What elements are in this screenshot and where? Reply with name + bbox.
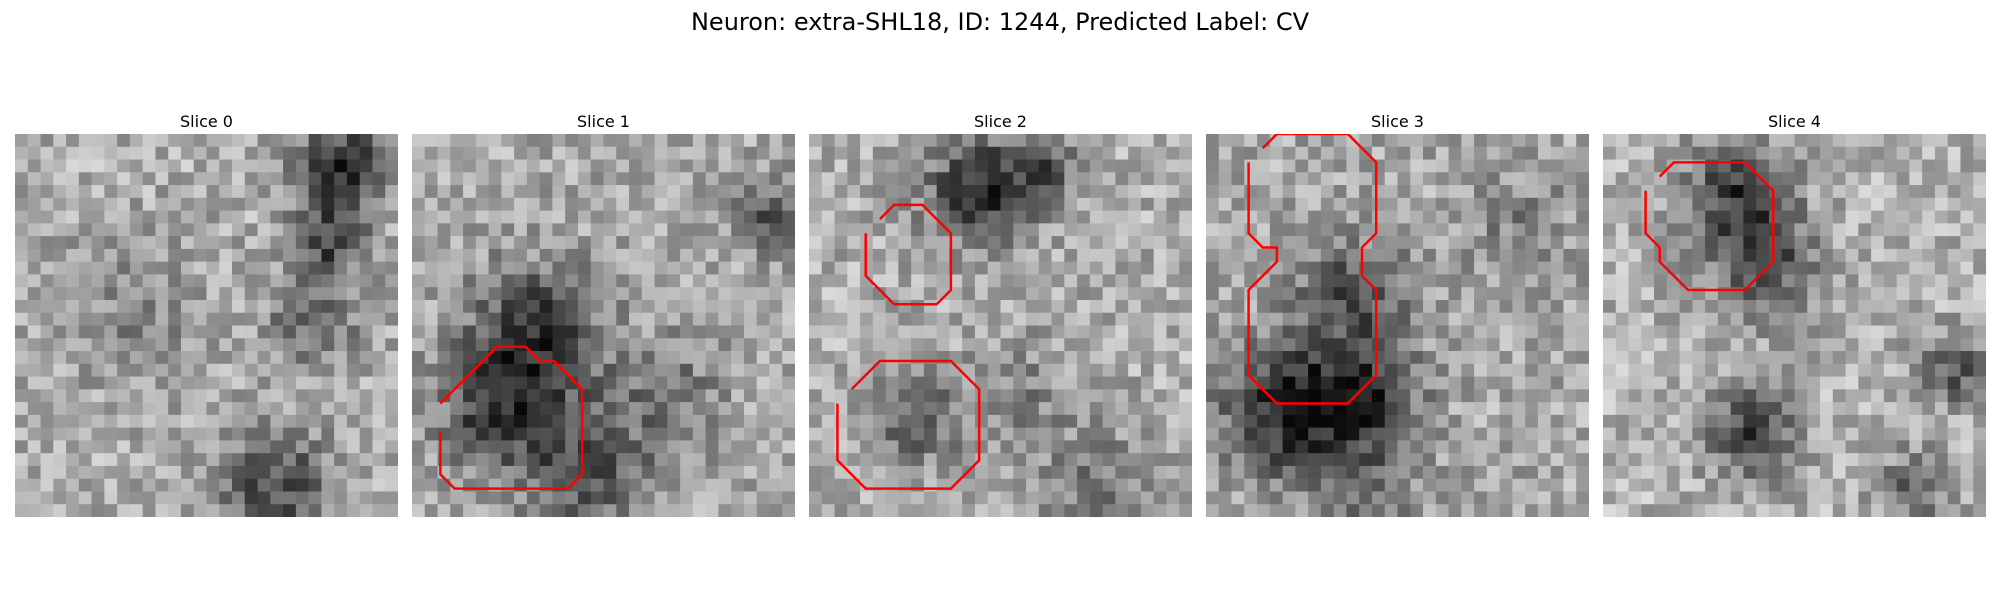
slice-image (15, 134, 398, 517)
contour-outline (836, 359, 981, 490)
slice-title: Slice 1 (577, 112, 630, 131)
contour-outline (439, 345, 584, 490)
slice-image (809, 134, 1192, 517)
slice-panel-0: Slice 0 (15, 110, 398, 517)
slice-svg (412, 134, 795, 517)
slice-svg (1206, 134, 1589, 517)
figure-title: Neuron: extra-SHL18, ID: 1244, Predicted… (690, 8, 1310, 36)
slice-image (1603, 134, 1986, 517)
slice-svg (1603, 134, 1986, 517)
slice-panel-3: Slice 3 (1206, 110, 1589, 517)
contour-outline (864, 203, 953, 306)
slice-panel-4: Slice 4 (1603, 110, 1986, 517)
slice-title: Slice 0 (180, 112, 233, 131)
contour-outline (1644, 161, 1775, 292)
slice-title: Slice 3 (1371, 112, 1424, 131)
slice-svg (15, 134, 398, 517)
slice-title: Slice 4 (1768, 112, 1821, 131)
slice-svg (809, 134, 1192, 517)
slice-panel-1: Slice 1 (412, 110, 795, 517)
contour-outline (1247, 134, 1378, 405)
slice-image (1206, 134, 1589, 517)
slice-title: Slice 2 (974, 112, 1027, 131)
slice-panel-2: Slice 2 (809, 110, 1192, 517)
slice-image (412, 134, 795, 517)
